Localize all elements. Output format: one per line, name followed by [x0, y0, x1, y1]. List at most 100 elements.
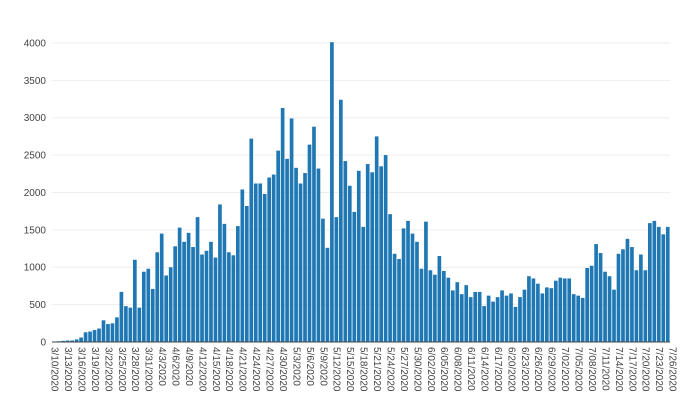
- bar[interactable]: [65, 340, 70, 343]
- bar[interactable]: [307, 144, 312, 342]
- bar[interactable]: [249, 138, 254, 342]
- bar[interactable]: [298, 183, 303, 343]
- bar[interactable]: [79, 337, 83, 342]
- bar[interactable]: [231, 255, 236, 342]
- bar[interactable]: [661, 234, 666, 342]
- bar[interactable]: [101, 320, 106, 342]
- bar[interactable]: [509, 293, 513, 342]
- bar[interactable]: [370, 172, 375, 342]
- bar[interactable]: [437, 256, 442, 342]
- bar[interactable]: [656, 226, 661, 342]
- bar[interactable]: [271, 174, 276, 342]
- bar[interactable]: [513, 306, 518, 342]
- bar[interactable]: [195, 217, 200, 342]
- bar[interactable]: [410, 233, 415, 342]
- bar[interactable]: [186, 232, 191, 342]
- bar[interactable]: [616, 253, 621, 342]
- bar[interactable]: [325, 247, 330, 342]
- bar[interactable]: [191, 247, 195, 342]
- bar[interactable]: [289, 118, 294, 343]
- bar[interactable]: [536, 283, 540, 342]
- bar[interactable]: [200, 254, 204, 342]
- bar[interactable]: [455, 282, 460, 342]
- bar[interactable]: [571, 294, 576, 342]
- bar[interactable]: [128, 307, 133, 342]
- bar[interactable]: [540, 293, 545, 342]
- bar[interactable]: [424, 221, 428, 342]
- bar[interactable]: [379, 166, 383, 342]
- bar[interactable]: [70, 340, 74, 343]
- bar[interactable]: [500, 290, 504, 342]
- bar[interactable]: [643, 270, 648, 342]
- bar[interactable]: [549, 288, 554, 342]
- bar[interactable]: [137, 307, 142, 342]
- bar[interactable]: [464, 285, 469, 342]
- bar[interactable]: [155, 252, 160, 342]
- bar[interactable]: [173, 246, 177, 342]
- bar[interactable]: [110, 323, 115, 342]
- bar[interactable]: [334, 217, 339, 342]
- bar[interactable]: [473, 291, 478, 342]
- bar[interactable]: [446, 277, 451, 342]
- bar[interactable]: [594, 244, 598, 342]
- bar[interactable]: [258, 183, 263, 343]
- bar[interactable]: [433, 274, 437, 342]
- bar[interactable]: [612, 289, 616, 342]
- bar[interactable]: [518, 297, 522, 342]
- bar[interactable]: [236, 226, 240, 342]
- bar[interactable]: [621, 249, 625, 342]
- bar[interactable]: [397, 259, 401, 342]
- bar[interactable]: [343, 161, 348, 342]
- bar[interactable]: [625, 238, 630, 342]
- bar[interactable]: [630, 247, 634, 342]
- bar[interactable]: [168, 267, 173, 342]
- bar[interactable]: [361, 226, 366, 342]
- bar[interactable]: [648, 223, 652, 342]
- bar[interactable]: [495, 297, 500, 342]
- bar[interactable]: [634, 270, 639, 342]
- bar[interactable]: [321, 218, 325, 342]
- bar[interactable]: [294, 167, 298, 342]
- bar[interactable]: [383, 155, 388, 342]
- bar[interactable]: [388, 214, 392, 342]
- bar[interactable]: [61, 340, 66, 342]
- bar[interactable]: [88, 331, 92, 342]
- bar[interactable]: [213, 257, 218, 342]
- bar[interactable]: [244, 205, 249, 342]
- bar[interactable]: [119, 291, 124, 342]
- bar[interactable]: [531, 278, 536, 342]
- bar[interactable]: [312, 126, 316, 342]
- bar[interactable]: [603, 271, 607, 342]
- bar[interactable]: [146, 268, 151, 342]
- bar[interactable]: [392, 253, 397, 342]
- bar[interactable]: [227, 252, 231, 342]
- bar[interactable]: [347, 185, 352, 342]
- bar[interactable]: [182, 241, 186, 342]
- bar[interactable]: [133, 259, 137, 342]
- bar[interactable]: [352, 211, 357, 342]
- bar[interactable]: [97, 328, 101, 342]
- bar[interactable]: [482, 306, 486, 342]
- bar[interactable]: [589, 265, 594, 342]
- bar[interactable]: [585, 267, 589, 342]
- bar[interactable]: [330, 42, 334, 342]
- bar[interactable]: [567, 278, 572, 342]
- bar[interactable]: [280, 108, 285, 342]
- bar[interactable]: [522, 289, 527, 342]
- bar[interactable]: [92, 330, 97, 342]
- bar[interactable]: [486, 295, 491, 342]
- bar[interactable]: [83, 332, 88, 342]
- bar[interactable]: [240, 189, 245, 342]
- bar[interactable]: [504, 295, 509, 342]
- bar[interactable]: [545, 287, 549, 342]
- bar[interactable]: [209, 241, 213, 342]
- bar[interactable]: [177, 227, 182, 342]
- bar[interactable]: [150, 288, 155, 342]
- bar[interactable]: [339, 99, 343, 343]
- bar[interactable]: [316, 168, 321, 342]
- bar[interactable]: [576, 295, 581, 342]
- bar[interactable]: [652, 220, 657, 342]
- bar[interactable]: [553, 280, 558, 342]
- bar[interactable]: [491, 301, 495, 342]
- bar[interactable]: [558, 277, 563, 342]
